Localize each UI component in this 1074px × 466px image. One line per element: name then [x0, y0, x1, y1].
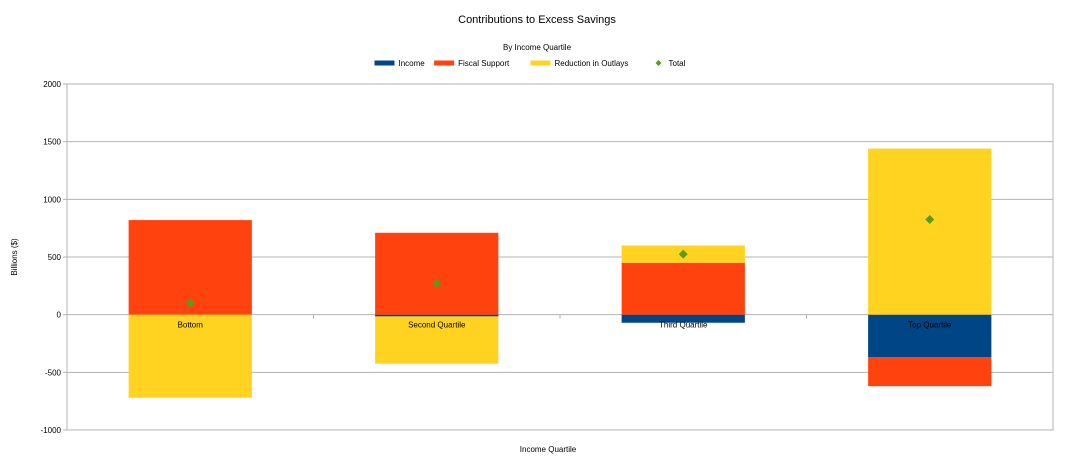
- y-tick-label: 2000: [43, 80, 61, 89]
- y-tick-label: -500: [45, 368, 62, 377]
- legend-swatch: [434, 60, 455, 66]
- legend-item-total: Total: [655, 59, 686, 68]
- legend: Income Fiscal Support Reduction in Outlays…: [374, 59, 686, 68]
- y-tick-label: 500: [48, 253, 62, 262]
- bar-reduction-in-outlays-bottom: [128, 314, 252, 398]
- y-axis-label: Billions ($): [10, 238, 19, 276]
- bar-reduction-in-outlays-top-quartile: [868, 148, 992, 315]
- plot-area: 2000 1500 1000 500 0 -500 -1000 Bottom Second Qu…: [41, 80, 1054, 435]
- bar-fiscal-support-second-quartile: [375, 232, 499, 315]
- x-category-label: Third Quartile: [659, 321, 708, 330]
- legend-swatch: [374, 60, 395, 66]
- point-total-second-quartile: [432, 279, 442, 289]
- chart-subtitle: By Income Quartile: [503, 43, 572, 52]
- x-axis-label: Income Quartile: [520, 445, 577, 454]
- legend-label: Income: [399, 59, 426, 68]
- legend-label: Fiscal Support: [458, 59, 510, 68]
- bar-income-top-quartile: [868, 314, 992, 358]
- legend-item-fiscal-support: Fiscal Support: [434, 59, 510, 68]
- bar-fiscal-support-third-quartile: [621, 262, 745, 315]
- legend-item-reduction-in-outlays: Reduction in Outlays: [530, 59, 629, 68]
- legend-swatch: [530, 60, 551, 66]
- chart-title: Contributions to Excess Savings: [458, 14, 616, 26]
- y-tick-label: 0: [57, 311, 62, 320]
- y-tick-label: -1000: [41, 426, 62, 435]
- legend-label: Reduction in Outlays: [555, 59, 629, 68]
- bar-fiscal-support-top-quartile: [868, 357, 992, 387]
- y-tick-label: 1000: [43, 195, 61, 204]
- x-category-label: Bottom: [178, 321, 204, 330]
- legend-item-income: Income: [374, 59, 426, 68]
- legend-label: Total: [669, 59, 686, 68]
- bar-income-second-quartile: [375, 314, 499, 317]
- y-tick-label: 1500: [43, 138, 61, 147]
- legend-swatch: [655, 60, 662, 66]
- point-total-top-quartile: [925, 215, 935, 225]
- point-total-bottom: [185, 298, 195, 308]
- point-total-third-quartile: [678, 249, 688, 259]
- bar-reduction-in-outlays-second-quartile: [375, 316, 499, 364]
- x-category-label: Top Quartile: [908, 321, 952, 330]
- x-category-label: Second Quartile: [408, 321, 466, 330]
- bar-income-third-quartile: [621, 314, 745, 323]
